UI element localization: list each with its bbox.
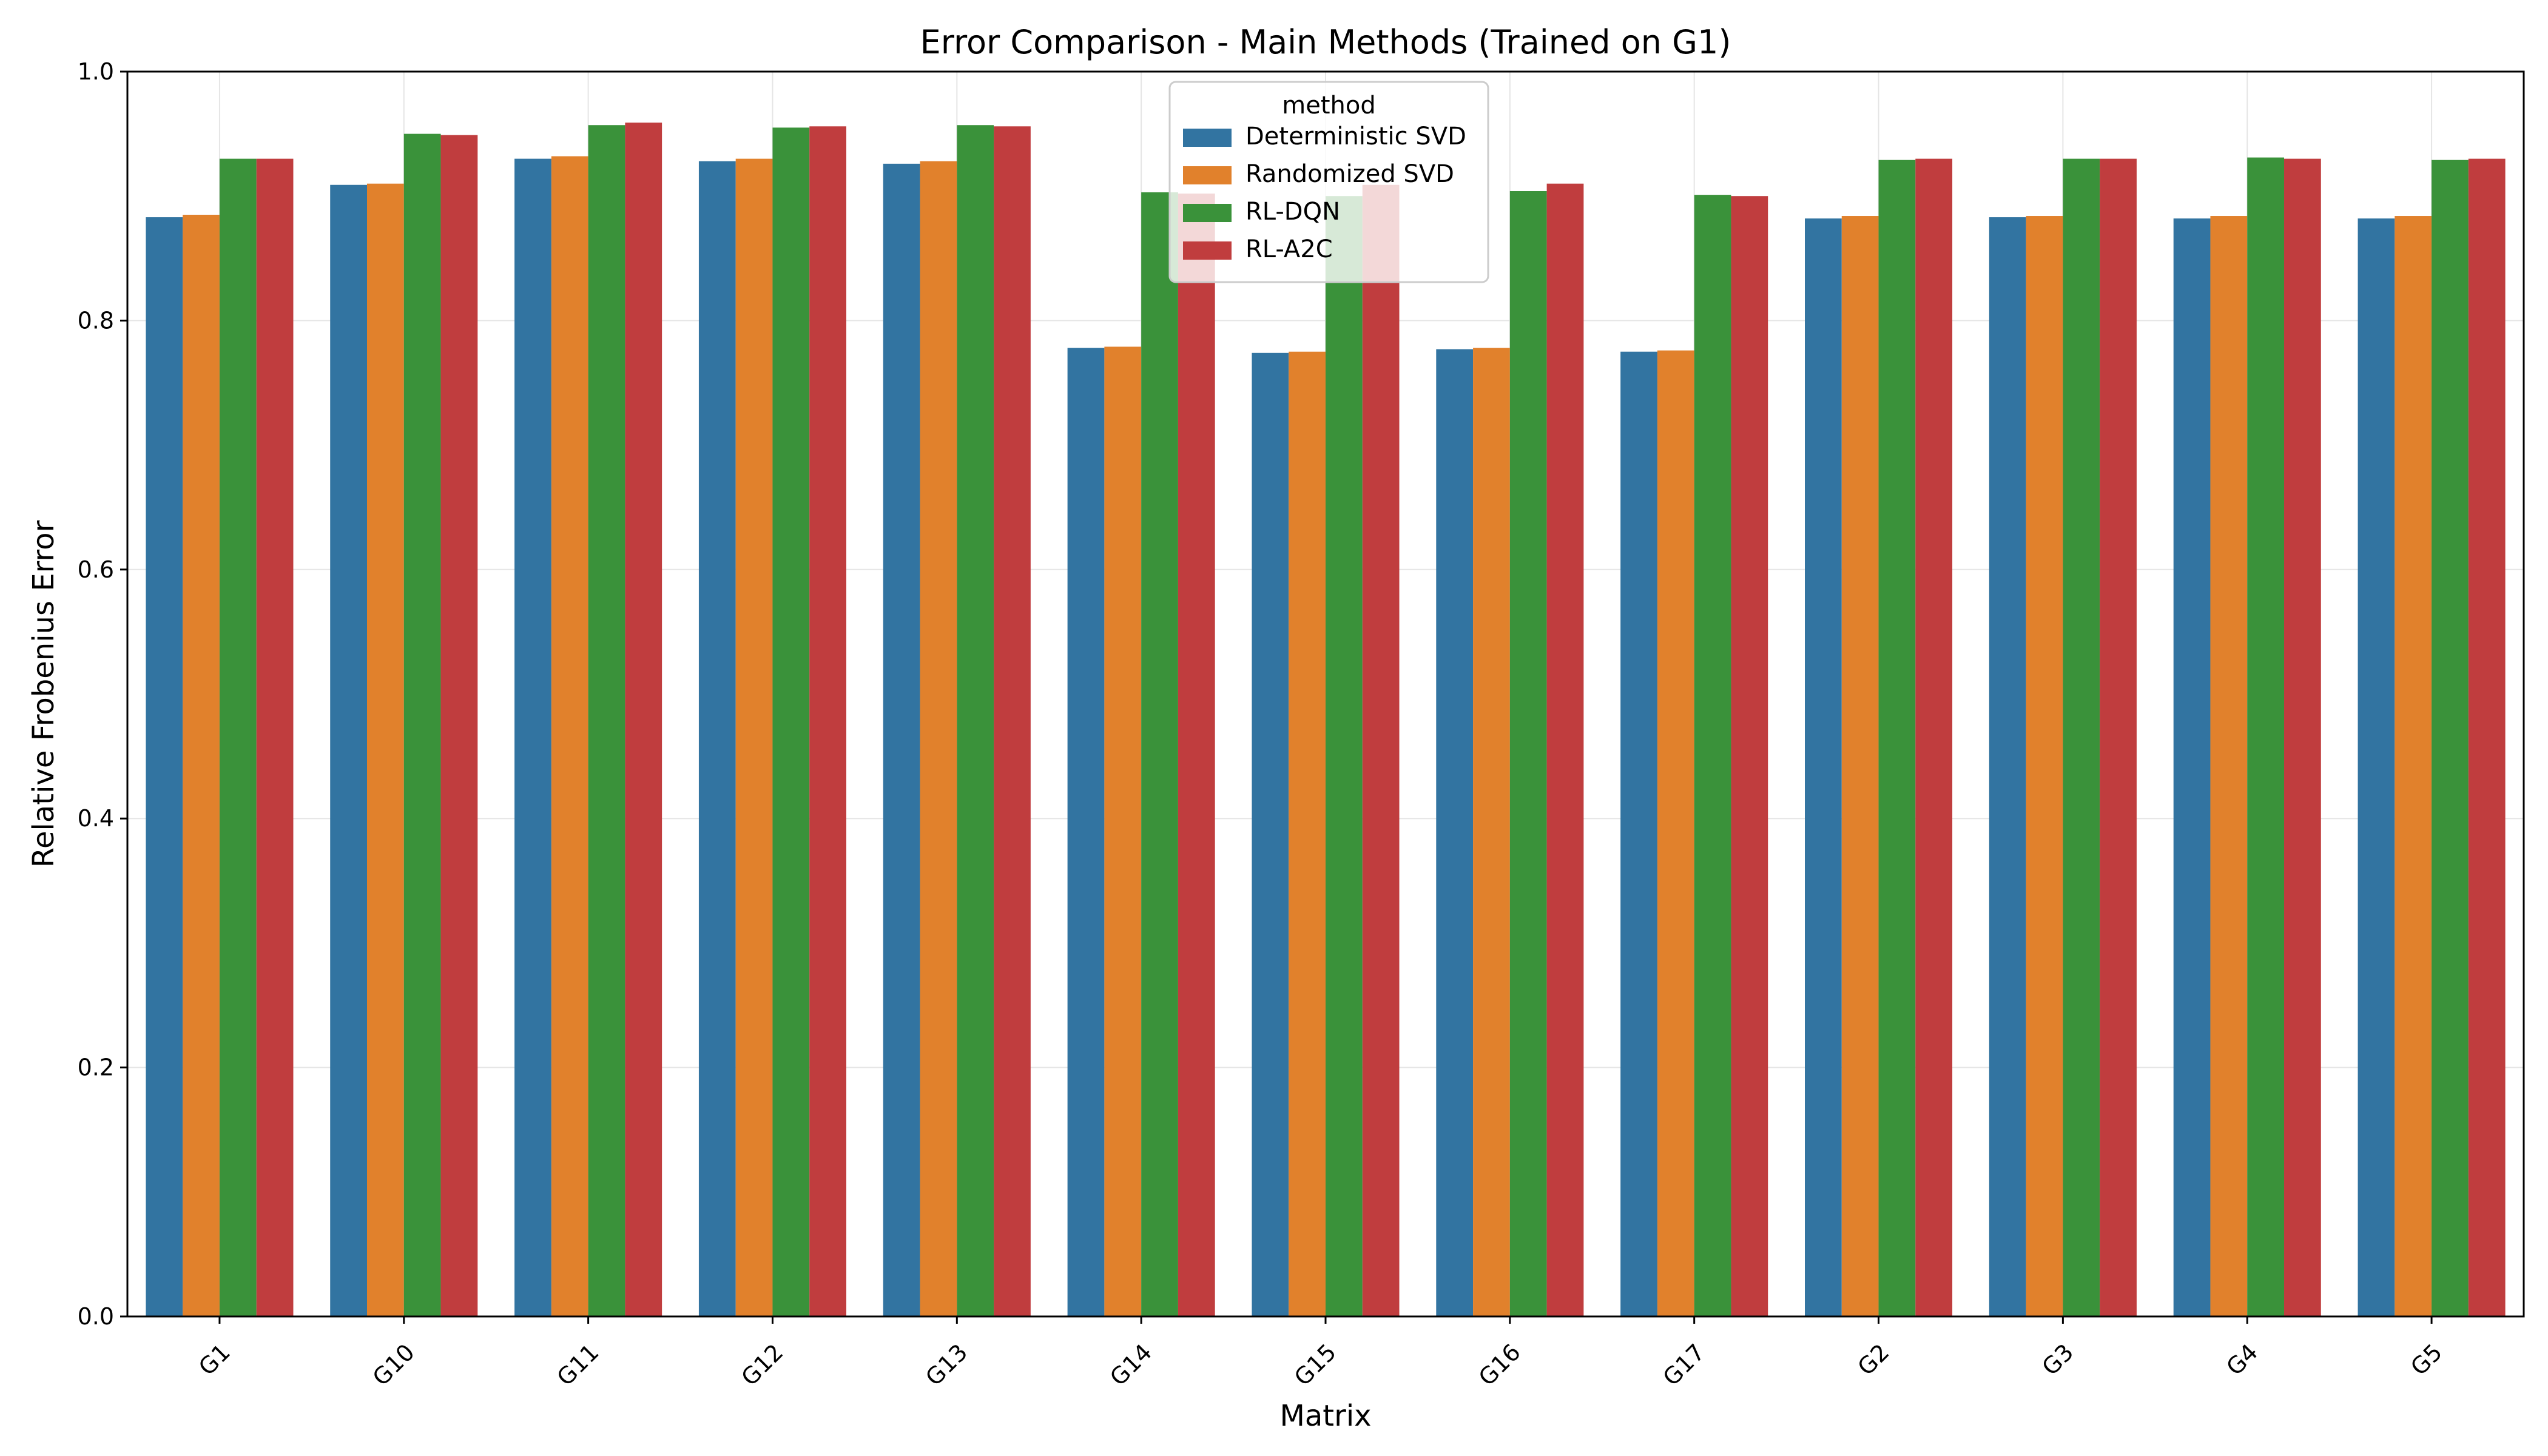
bar [1657,350,1694,1317]
y-tick-label: 0.8 [78,307,114,334]
bar [256,158,294,1316]
bar [2284,158,2321,1316]
y-tick-label: 0.2 [78,1054,114,1081]
bar [1436,349,1474,1317]
legend-swatch [1183,129,1232,147]
bar [1731,196,1768,1317]
bar [2100,158,2137,1316]
bar [2063,158,2100,1316]
bar [1104,346,1142,1317]
x-axis-label: Matrix [1279,1399,1371,1433]
bar [883,163,920,1316]
bar [440,135,478,1317]
y-axis: 0.0 0.2 0.4 0.6 0.8 1.0 [78,58,127,1330]
bar [1141,192,1178,1317]
bar [2395,216,2432,1317]
bar [2468,158,2506,1316]
bar [1473,348,1510,1317]
bar [367,183,404,1317]
bar [625,123,662,1317]
bar [1841,216,1879,1317]
bar [514,158,551,1316]
y-tick-label: 0.6 [78,556,114,583]
bar [551,156,588,1316]
legend-label: RL-DQN [1245,198,1340,226]
bar [1989,217,2026,1317]
bar [1178,194,1215,1317]
bar [219,158,257,1316]
bar [1878,160,1916,1316]
legend: method Deterministic SVD Randomized SVD RL-… [1168,81,1489,283]
bar [1915,158,1953,1316]
legend-swatch [1183,241,1232,260]
bar [403,133,441,1317]
bar [1362,184,1400,1317]
legend-label: Randomized SVD [1245,160,1454,188]
bar [2210,216,2248,1317]
bar [2247,157,2284,1316]
legend-title: method [1282,92,1375,120]
bar [588,125,625,1317]
bars [146,123,2506,1317]
legend-swatch [1183,204,1232,222]
y-tick-label: 0.4 [78,805,114,832]
legend-label: RL-A2C [1245,235,1333,263]
bar [2173,218,2211,1316]
legend-box [1168,81,1489,283]
bar [994,126,1031,1317]
y-tick-label: 1.0 [78,58,114,85]
bar [1252,352,1289,1317]
chart-title: Error Comparison - Main Methods (Trained… [920,23,1731,61]
bar [2358,218,2395,1316]
bar [183,214,220,1317]
bar [1694,195,1731,1317]
bar [1067,348,1105,1317]
bar [1289,351,1326,1317]
y-axis-label: Relative Frobenius Error [27,521,61,868]
legend-swatch [1183,166,1232,184]
bar [920,161,957,1316]
legend-label: Deterministic SVD [1245,123,1466,150]
bar [772,127,810,1317]
bar [330,184,367,1317]
bar [2432,160,2469,1316]
bar [146,217,183,1317]
bar [957,125,994,1317]
bar [1546,183,1584,1317]
bar [1326,196,1363,1317]
bar [809,126,846,1317]
bar [2026,216,2063,1317]
bar [735,158,773,1316]
bar [698,161,736,1316]
bar [1805,218,1842,1316]
bar [1509,190,1547,1317]
y-tick-label: 0.0 [78,1303,114,1330]
bar [1620,351,1657,1317]
